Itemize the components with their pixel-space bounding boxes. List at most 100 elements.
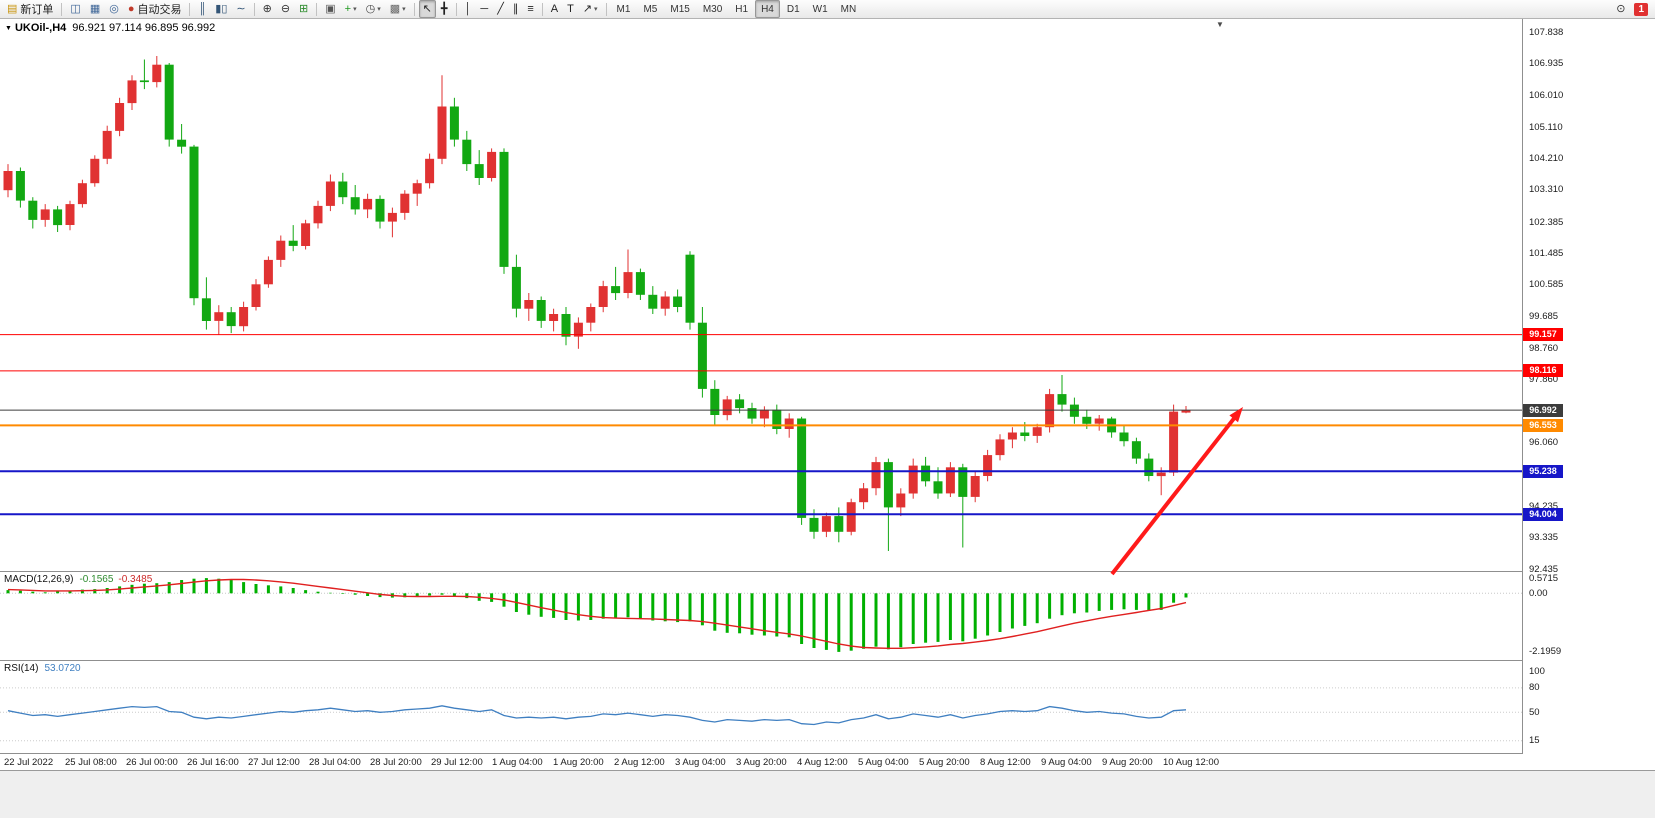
navigator-icon[interactable]: ◎ bbox=[105, 0, 123, 18]
notification-badge[interactable]: 1 bbox=[1634, 2, 1648, 16]
new-order-button[interactable]: ▤ 新订单 bbox=[3, 0, 57, 18]
price-chart-canvas bbox=[0, 56, 1522, 551]
autotrading-icon: ● bbox=[127, 2, 135, 15]
dropdown-caret-icon: ▾ bbox=[353, 6, 357, 13]
candlestick-chart-icon[interactable]: ▮▯ bbox=[211, 0, 231, 18]
macd-axis-label: -2.1959 bbox=[1529, 646, 1562, 658]
dropdown-caret-icon: ▾ bbox=[594, 6, 598, 13]
tf-m15[interactable]: M15 bbox=[670, 3, 690, 15]
price-axis-label: 106.935 bbox=[1529, 58, 1564, 69]
toolbar-separator bbox=[413, 2, 415, 16]
toolbar-separator bbox=[253, 2, 255, 16]
price-axis-label: 106.010 bbox=[1529, 90, 1564, 102]
ohlc-bars-icon[interactable]: ║ bbox=[194, 0, 210, 18]
price-axis-label: 102.385 bbox=[1529, 216, 1564, 228]
candlestick-chart-icon: ▮▯ bbox=[215, 2, 228, 15]
add-indicator-button[interactable]: + ▾ bbox=[341, 0, 361, 18]
zoom-in-icon[interactable]: ⊕ bbox=[259, 0, 276, 18]
fibonacci-tool-icon: ≡ bbox=[527, 2, 534, 15]
rsi-label: RSI(14) 53.0720 bbox=[4, 663, 81, 674]
price-axis-label: 103.310 bbox=[1529, 184, 1564, 196]
auto-arrange-icon: ⊞ bbox=[299, 2, 309, 15]
rsi-value: 53.0720 bbox=[44, 663, 81, 674]
chart-menu-icon[interactable]: ▼ bbox=[5, 25, 12, 32]
autotrading-button[interactable]: ● 自动交易 bbox=[124, 0, 186, 18]
time-axis-label: 9 Aug 20:00 bbox=[1102, 757, 1153, 768]
cursor-tool-button[interactable]: ↖ bbox=[418, 0, 436, 18]
tf-h4[interactable]: H4 bbox=[755, 0, 780, 18]
horizontal-line-tool-icon: ─ bbox=[480, 2, 489, 15]
rsi-axis-label: 100 bbox=[1529, 666, 1545, 678]
new-order-icon: ▤ bbox=[7, 2, 18, 15]
text-tool-icon: A bbox=[550, 2, 559, 15]
tile-windows-icon[interactable]: ▣ bbox=[321, 0, 339, 18]
data-window-icon[interactable]: ▦ bbox=[86, 0, 104, 18]
time-axis-label: 3 Aug 20:00 bbox=[736, 757, 787, 768]
macd-name: MACD(12,26,9) bbox=[4, 574, 74, 585]
price-axis-label: 92.435 bbox=[1529, 563, 1559, 575]
time-axis-label: 25 Jul 08:00 bbox=[65, 757, 117, 768]
label-tool[interactable]: T bbox=[563, 0, 578, 18]
market-watch-icon[interactable]: ◫ bbox=[66, 0, 84, 18]
time-axis-label: 2 Aug 12:00 bbox=[614, 757, 665, 768]
rsi-name: RSI(14) bbox=[4, 663, 39, 674]
price-axis-label: 104.210 bbox=[1529, 153, 1564, 164]
toolbar-separator bbox=[541, 2, 543, 16]
time-axis-label: 28 Jul 20:00 bbox=[370, 757, 422, 768]
tf-w1[interactable]: W1 bbox=[812, 3, 828, 15]
tf-mn[interactable]: MN bbox=[840, 3, 857, 15]
tf-h1[interactable]: H1 bbox=[735, 3, 749, 15]
arrows-tool[interactable]: ↗ ▾ bbox=[579, 0, 602, 18]
fibonacci-tool[interactable]: ≡ bbox=[523, 0, 537, 18]
line-chart-icon: ∼ bbox=[236, 2, 246, 15]
time-axis-label: 3 Aug 04:00 bbox=[675, 757, 726, 768]
time-axis-label: 8 Aug 12:00 bbox=[980, 757, 1031, 768]
price-axis-label: 96.060 bbox=[1529, 437, 1559, 449]
chart-title: ▼ UKOil-,H4 96.921 97.114 96.895 96.992 bbox=[5, 22, 215, 34]
navigator-icon: ◎ bbox=[109, 2, 119, 15]
main-toolbar: ▤ 新订单 ◫ ▦ ◎ ● 自动交易 ║ ▮▯ ∼ ⊕ ⊖ ⊞ ▣ + ▾ ◷ ▾ ▩ ▾ ↖ ╋ │ ─ ╱ ∥ ≡ A T ↗ ▾ M1 M… bbox=[0, 0, 1655, 19]
toolbar-separator bbox=[61, 2, 63, 16]
text-tool[interactable]: A bbox=[547, 0, 562, 18]
rsi-axis-label: 80 bbox=[1529, 682, 1540, 694]
tf-m1[interactable]: M1 bbox=[616, 3, 631, 15]
time-axis[interactable]: 22 Jul 2022 25 Jul 08:00 26 Jul 00:00 26 Ju… bbox=[0, 754, 1655, 771]
toolbar-separator bbox=[605, 2, 607, 16]
rsi-axis-label: 50 bbox=[1529, 706, 1540, 718]
macd-canvas bbox=[0, 578, 1522, 652]
time-axis-label: 1 Aug 20:00 bbox=[553, 757, 604, 768]
horizontal-line-tool[interactable]: ─ bbox=[476, 0, 492, 18]
price-axis[interactable]: 107.838 106.935 106.010 105.110 104.210 103.3… bbox=[1522, 19, 1655, 754]
crosshair-tool-button[interactable]: ╋ bbox=[437, 0, 452, 18]
vertical-line-tool[interactable]: │ bbox=[461, 0, 476, 18]
autotrading-button-label: 自动交易 bbox=[137, 4, 182, 16]
price-chart-panel[interactable]: ▼ UKOil-,H4 96.921 97.114 96.895 96.992 ▼ bbox=[0, 19, 1522, 572]
time-axis-label: 29 Jul 12:00 bbox=[431, 757, 483, 768]
tf-m30[interactable]: M30 bbox=[702, 3, 723, 15]
chart-shift-marker-icon[interactable]: ▼ bbox=[1216, 20, 1224, 29]
line-chart-icon[interactable]: ∼ bbox=[232, 0, 249, 18]
rsi-axis-label: 15 bbox=[1529, 735, 1540, 747]
zoom-out-icon[interactable]: ⊖ bbox=[277, 0, 294, 18]
price-axis-label: 105.110 bbox=[1529, 121, 1563, 133]
template-button[interactable]: ▩ ▾ bbox=[386, 0, 410, 18]
macd-label: MACD(12,26,9) -0.1565 -0.3485 bbox=[4, 574, 152, 585]
vertical-line-tool-icon: │ bbox=[464, 2, 472, 15]
search-button[interactable]: ⊙ bbox=[1612, 0, 1629, 18]
arrows-tool-icon: ↗ bbox=[582, 2, 593, 15]
macd-indicator-panel[interactable]: MACD(12,26,9) -0.1565 -0.3485 bbox=[0, 572, 1522, 661]
dropdown-caret-icon: ▾ bbox=[377, 6, 381, 13]
trendline-tool[interactable]: ╱ bbox=[493, 0, 508, 18]
channel-tool[interactable]: ∥ bbox=[509, 0, 523, 18]
window-bottom-strip bbox=[0, 771, 1655, 818]
tf-d1[interactable]: D1 bbox=[786, 3, 800, 15]
period-selector-button[interactable]: ◷ ▾ bbox=[362, 0, 385, 18]
tf-m5[interactable]: M5 bbox=[643, 3, 658, 15]
crosshair-tool-icon: ╋ bbox=[440, 2, 448, 15]
time-axis-label: 10 Aug 12:00 bbox=[1163, 757, 1219, 768]
rsi-indicator-panel[interactable]: RSI(14) 53.0720 bbox=[0, 661, 1522, 754]
macd-axis-label: 0.00 bbox=[1529, 587, 1548, 599]
auto-arrange-icon[interactable]: ⊞ bbox=[295, 0, 312, 18]
cursor-tool-icon: ↖ bbox=[422, 2, 432, 15]
price-axis-label: 100.585 bbox=[1529, 279, 1564, 291]
